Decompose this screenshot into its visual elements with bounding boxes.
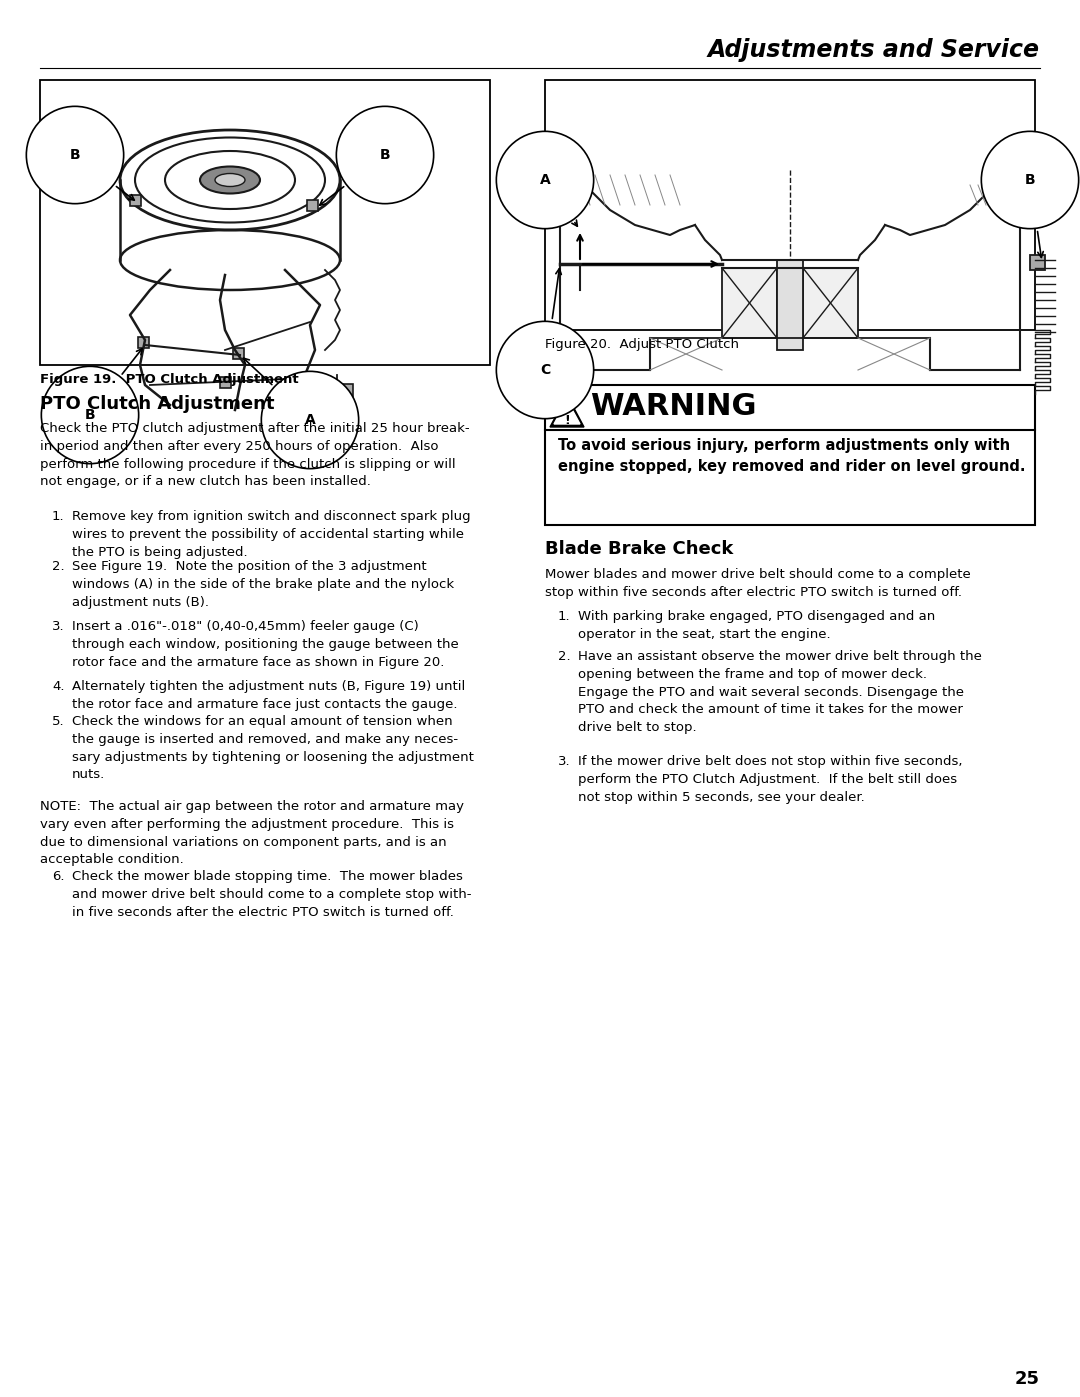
Text: A: A [243,358,315,427]
Text: B: B [70,148,134,200]
Text: 2.: 2. [558,650,570,664]
Text: Check the windows for an equal amount of tension when
the gauge is inserted and : Check the windows for an equal amount of… [72,715,474,781]
FancyBboxPatch shape [307,200,318,211]
FancyBboxPatch shape [130,194,140,205]
Text: Mower blades and mower drive belt should come to a complete
stop within five sec: Mower blades and mower drive belt should… [545,569,971,599]
Text: 3.: 3. [558,754,570,768]
Polygon shape [554,400,580,425]
Text: 5.: 5. [52,715,65,728]
Text: B: B [1025,173,1043,257]
Text: Figure 20.  Adjust PTO Clutch: Figure 20. Adjust PTO Clutch [545,338,739,351]
Text: 6.: 6. [52,870,65,883]
FancyBboxPatch shape [545,386,1035,525]
Text: Check the PTO clutch adjustment after the initial 25 hour break-
in period and t: Check the PTO clutch adjustment after th… [40,422,470,489]
FancyBboxPatch shape [545,80,1035,330]
Text: With parking brake engaged, PTO disengaged and an
operator in the seat, start th: With parking brake engaged, PTO disengag… [578,610,935,641]
Text: Insert a .016"-.018" (0,40-0,45mm) feeler gauge (C)
through each window, positio: Insert a .016"-.018" (0,40-0,45mm) feele… [72,620,459,669]
Text: PTO Clutch Adjustment: PTO Clutch Adjustment [40,395,274,414]
Text: 1.: 1. [52,510,65,522]
Text: To avoid serious injury, perform adjustments only with
engine stopped, key remov: To avoid serious injury, perform adjustm… [558,439,1026,474]
Text: 4.: 4. [52,680,65,693]
Ellipse shape [215,173,245,187]
FancyBboxPatch shape [329,384,353,404]
Text: 3.: 3. [52,620,65,633]
Text: NOTE:  The actual air gap between the rotor and armature may
vary even after per: NOTE: The actual air gap between the rot… [40,800,464,866]
FancyBboxPatch shape [1030,256,1045,270]
Text: If the mower drive belt does not stop within five seconds,
perform the PTO Clutc: If the mower drive belt does not stop wi… [578,754,962,803]
Text: Remove key from ignition switch and disconnect spark plug
wires to prevent the p: Remove key from ignition switch and disc… [72,510,471,559]
Text: Have an assistant observe the mower drive belt through the
opening between the f: Have an assistant observe the mower driv… [578,650,982,735]
FancyBboxPatch shape [723,268,777,338]
Text: 1.: 1. [558,610,570,623]
Text: WARNING: WARNING [590,393,756,420]
FancyBboxPatch shape [777,260,804,351]
Text: C: C [540,268,562,377]
FancyBboxPatch shape [219,377,230,387]
Text: B: B [84,349,143,422]
Polygon shape [550,395,584,427]
Text: A: A [540,173,578,226]
Text: 2.: 2. [52,560,65,573]
Text: Check the mower blade stopping time.  The mower blades
and mower drive belt shou: Check the mower blade stopping time. The… [72,870,472,919]
Text: Figure 19.  PTO Clutch Adjustment: Figure 19. PTO Clutch Adjustment [40,373,299,386]
Text: Blade Brake Check: Blade Brake Check [545,541,733,557]
Text: !: ! [564,414,570,426]
FancyBboxPatch shape [40,80,490,365]
Text: Alternately tighten the adjustment nuts (B, Figure 19) until
the rotor face and : Alternately tighten the adjustment nuts … [72,680,465,711]
FancyBboxPatch shape [804,268,858,338]
Text: Adjustments and Service: Adjustments and Service [708,38,1040,61]
Text: See Figure 19.  Note the position of the 3 adjustment
windows (A) in the side of: See Figure 19. Note the position of the … [72,560,454,609]
Ellipse shape [200,166,260,194]
FancyBboxPatch shape [232,348,243,359]
Text: B: B [320,148,390,205]
Text: 25: 25 [1015,1370,1040,1389]
FancyBboxPatch shape [137,337,149,348]
